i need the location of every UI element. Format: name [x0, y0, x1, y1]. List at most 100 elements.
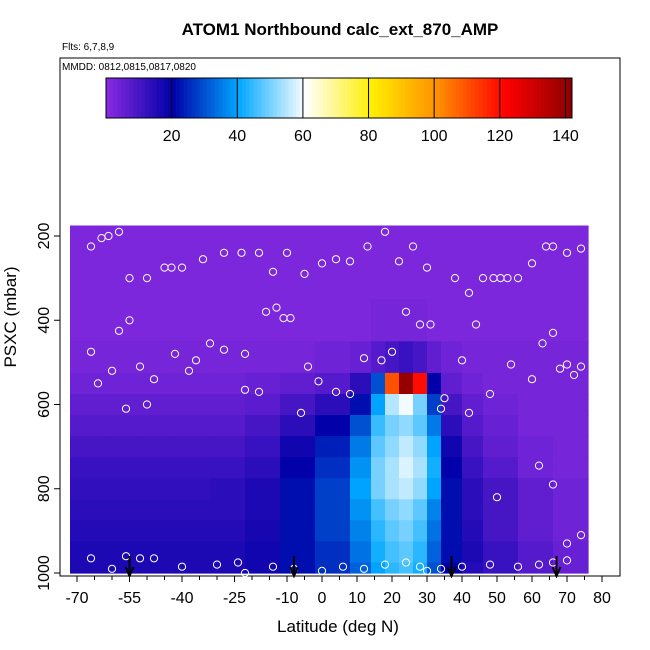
- sample-point: [548, 242, 558, 251]
- y-tick-label: 600: [36, 391, 53, 418]
- colorbar-segment: [362, 78, 367, 118]
- y-tick-label: 200: [36, 223, 53, 250]
- heatmap-cells: [70, 225, 589, 574]
- heatmap-cell: [70, 341, 106, 374]
- heatmap-cell: [441, 415, 463, 437]
- heatmap-cell: [315, 436, 351, 458]
- sample-point: [513, 562, 523, 571]
- heatmap-cell: [518, 562, 554, 574]
- heatmap-cell: [371, 436, 386, 458]
- heatmap-cell: [350, 436, 372, 458]
- colorbar-segment: [121, 78, 126, 118]
- sample-point: [268, 267, 278, 276]
- x-tick-label: 80: [593, 590, 611, 607]
- colorbar-segment: [288, 78, 293, 118]
- heatmap-cell: [140, 499, 176, 521]
- heatmap-cell: [140, 520, 176, 542]
- colorbar-segment: [222, 78, 227, 118]
- heatmap-cell: [280, 415, 316, 437]
- colorbar-segment: [447, 78, 453, 118]
- colorbar-segment: [307, 78, 313, 118]
- sample-point: [205, 339, 215, 348]
- colorbar-segment: [381, 78, 387, 118]
- y-tick-label: 400: [36, 307, 53, 334]
- heatmap-cell: [483, 562, 519, 574]
- heatmap-cell: [350, 415, 372, 437]
- heatmap-cell: [483, 394, 519, 416]
- heatmap-cell: [210, 520, 246, 542]
- colorbar-tick-label: 60: [294, 128, 312, 145]
- heatmap-cell: [413, 372, 428, 395]
- heatmap-cell: [553, 372, 589, 395]
- colorbar-segment: [311, 78, 317, 118]
- colorbar-tick-label: 20: [163, 128, 181, 145]
- heatmap-cell: [385, 299, 400, 342]
- sample-point: [107, 366, 117, 375]
- heatmap-cell: [280, 394, 316, 416]
- heatmap-cell: [462, 299, 484, 342]
- sample-point: [86, 347, 96, 356]
- colorbar-segment: [358, 78, 363, 118]
- heatmap-cell: [518, 299, 554, 342]
- colorbar-segment: [144, 78, 150, 118]
- sample-point: [142, 400, 152, 409]
- colorbar-segment: [463, 78, 468, 118]
- colorbar-segment: [339, 78, 344, 118]
- heatmap-cell: [70, 562, 106, 574]
- colorbar-segment: [350, 78, 356, 118]
- heatmap-cell: [399, 478, 414, 500]
- heatmap-cell: [441, 436, 463, 458]
- sample-point: [184, 366, 194, 375]
- heatmap-cell: [427, 520, 442, 542]
- heatmap-cell: [315, 562, 351, 574]
- heatmap-cell: [413, 457, 428, 479]
- heatmap-cell: [70, 457, 106, 479]
- heatmap-cell: [441, 520, 463, 542]
- heatmap-cell: [385, 225, 400, 258]
- sample-point: [569, 370, 579, 380]
- sample-point: [345, 257, 355, 266]
- heatmap-cell: [175, 478, 211, 500]
- sample-point: [415, 562, 425, 571]
- sample-point: [86, 554, 96, 563]
- colorbar-segment: [397, 78, 402, 118]
- heatmap-cell: [553, 562, 589, 574]
- heatmap-cell: [245, 372, 281, 395]
- sample-point: [254, 248, 264, 257]
- heatmap-cell: [350, 257, 372, 300]
- sample-point: [104, 231, 113, 241]
- sample-point: [562, 248, 572, 257]
- heatmap-cell: [210, 415, 246, 437]
- heatmap-cell: [553, 436, 589, 458]
- heatmap-cell: [553, 478, 589, 500]
- heatmap-cell: [553, 394, 589, 416]
- heatmap-cell: [371, 541, 386, 564]
- sample-point: [177, 562, 187, 571]
- heatmap-cell: [315, 478, 351, 500]
- heatmap-cell: [280, 541, 316, 564]
- colorbar-segment: [125, 78, 130, 118]
- heatmap-cell: [518, 541, 554, 564]
- heatmap-cell: [105, 394, 141, 416]
- sample-point: [240, 349, 250, 358]
- heatmap-cell: [553, 257, 589, 300]
- sample-point: [513, 274, 523, 283]
- heatmap-cell: [462, 562, 484, 574]
- heatmap-cell: [140, 372, 176, 395]
- sample-point: [359, 564, 369, 573]
- heatmap-cell: [441, 541, 463, 564]
- sample-point: [240, 568, 250, 578]
- heatmap-cell: [210, 257, 246, 300]
- heatmap-cell: [350, 499, 372, 521]
- heatmap-cell: [371, 225, 386, 258]
- colorbar-segment: [172, 78, 177, 118]
- heatmap-cell: [350, 478, 372, 500]
- sample-point: [440, 394, 449, 403]
- colorbar-segment: [498, 78, 503, 118]
- colorbar-segment: [276, 78, 282, 118]
- sample-point: [394, 257, 404, 266]
- colorbar-tick-label: 40: [228, 128, 246, 145]
- heatmap-cell: [140, 478, 176, 500]
- colorbar-segment: [377, 78, 383, 118]
- heatmap-cell: [413, 225, 428, 258]
